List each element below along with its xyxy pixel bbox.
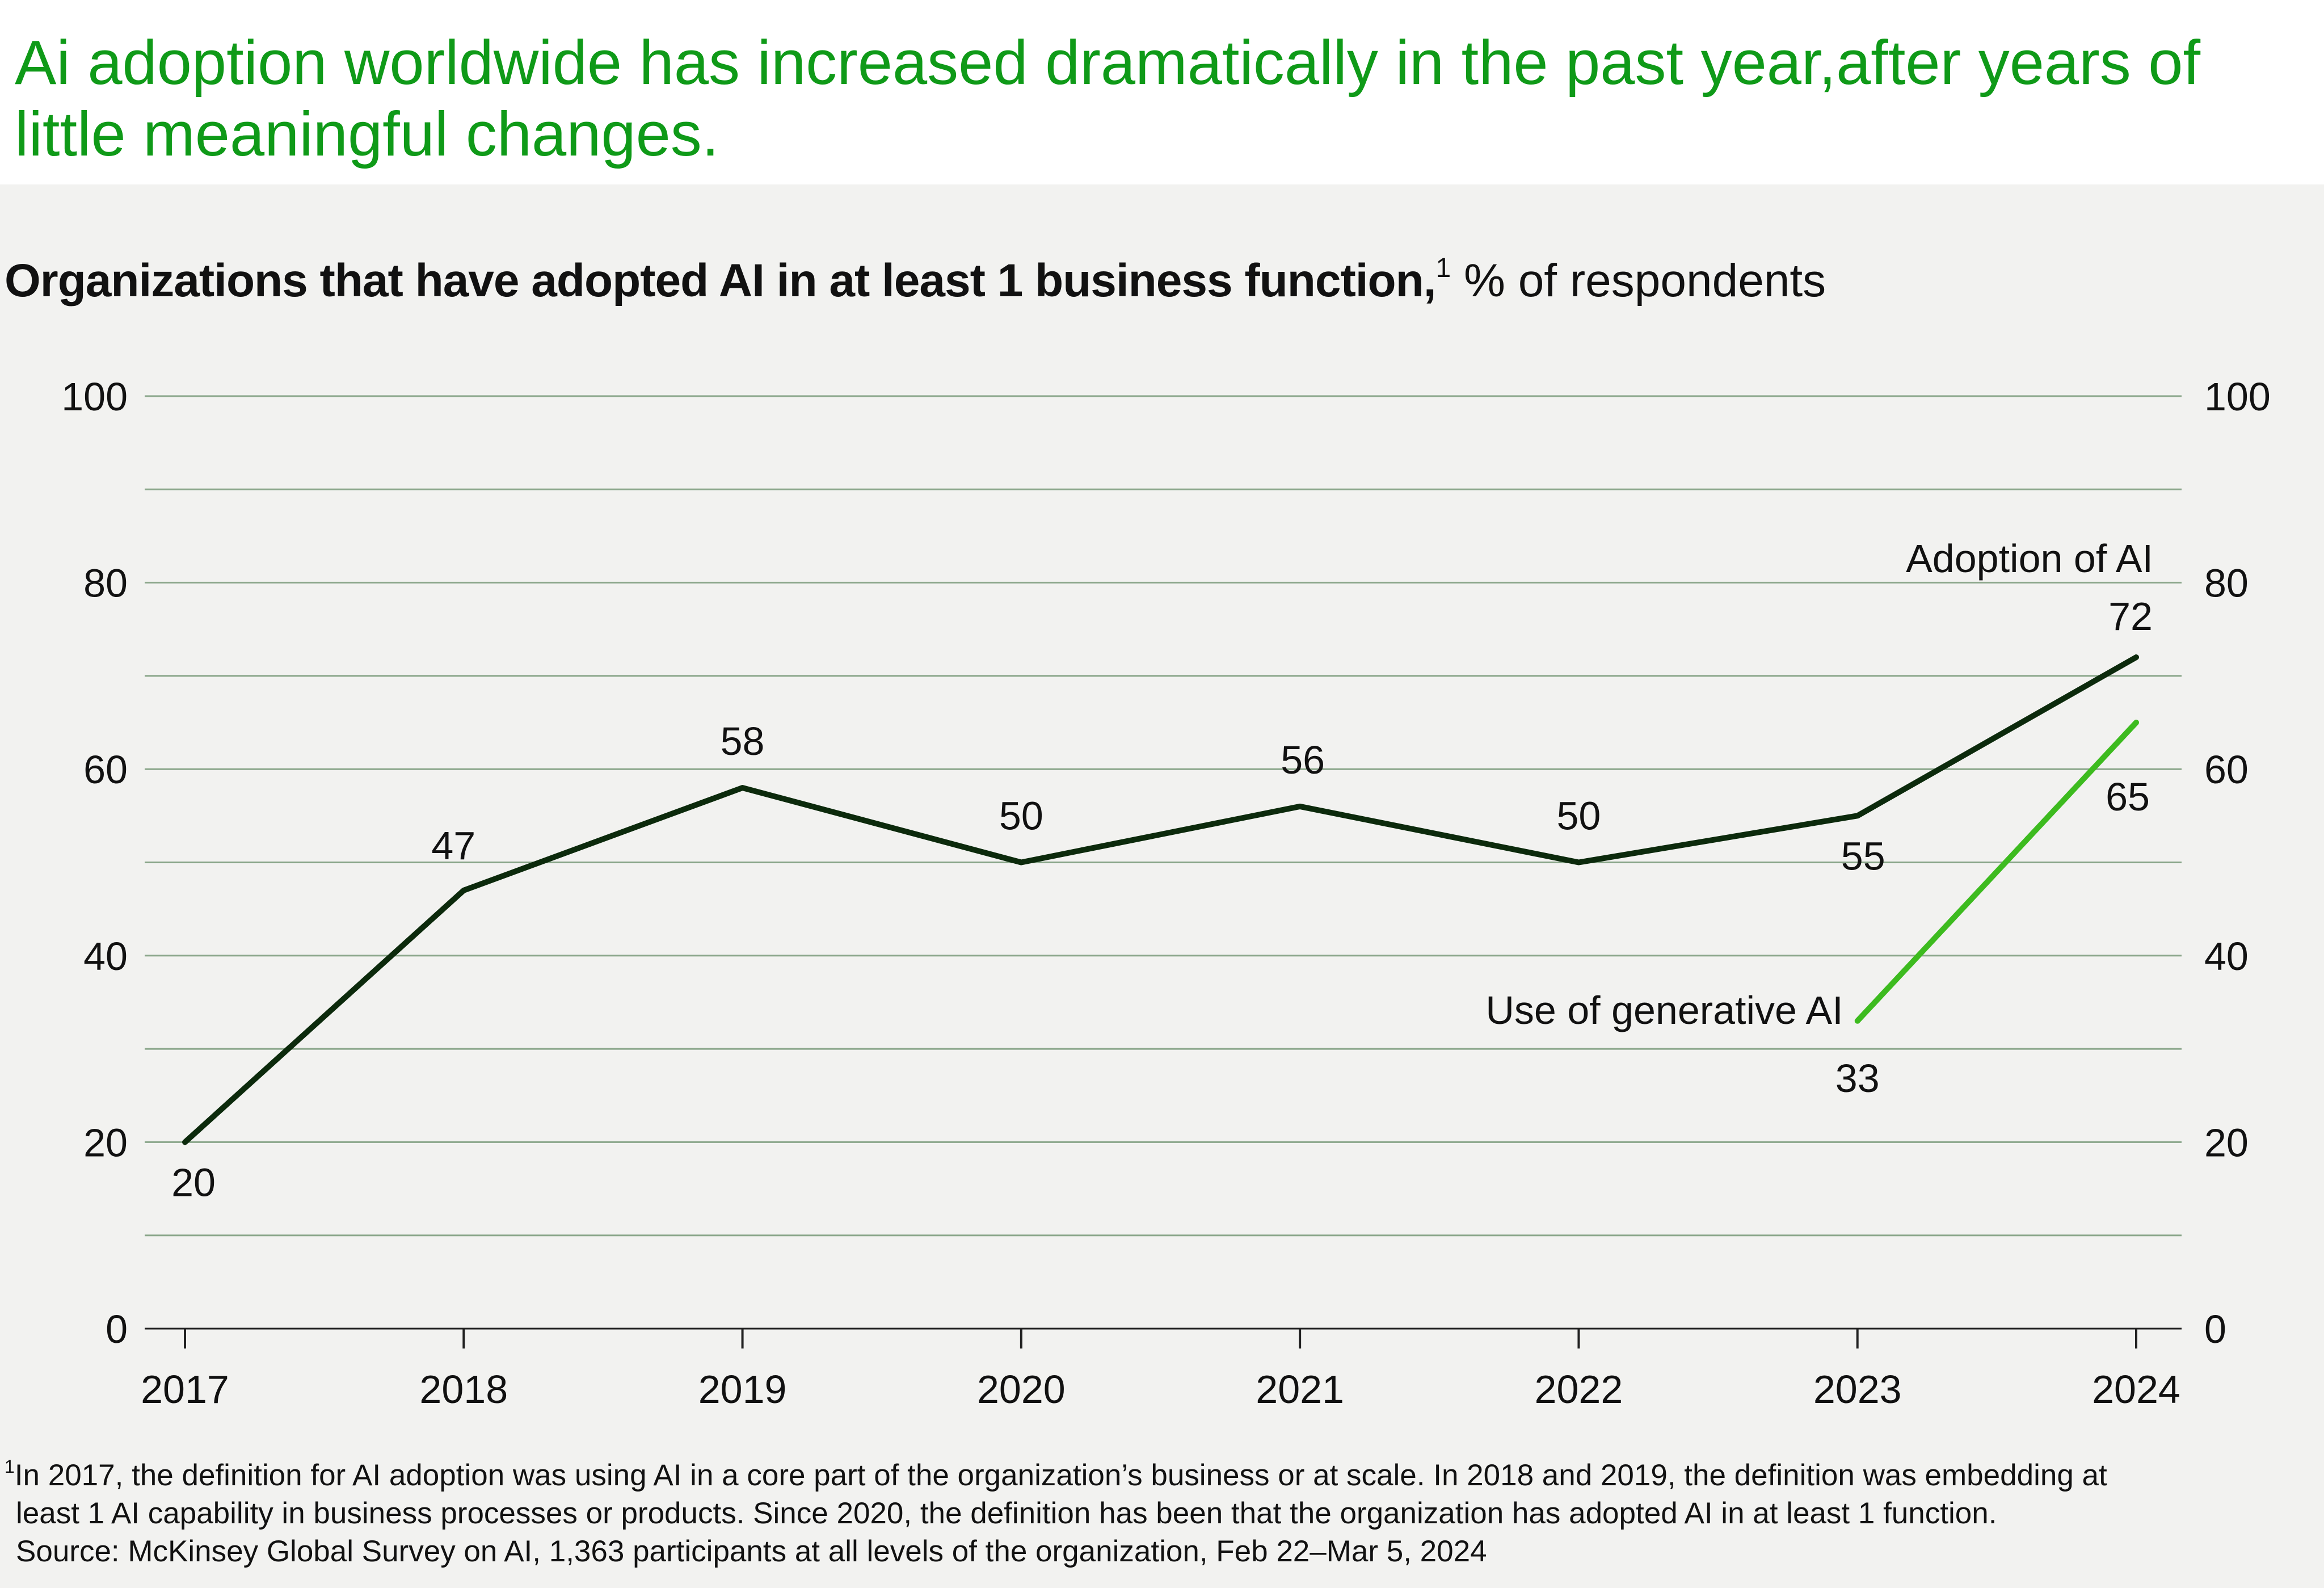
- data-label-adoption-2021: 56: [1281, 738, 1325, 782]
- y-tick-right-80: 80: [2204, 561, 2249, 606]
- chart-unit-label: % of respondents: [1464, 255, 1826, 306]
- y-tick-right-40: 40: [2204, 934, 2249, 978]
- y-tick-left-100: 100: [61, 375, 128, 419]
- y-tick-right-100: 100: [2204, 375, 2271, 419]
- y-tick-right-0: 0: [2204, 1307, 2226, 1351]
- chart-title-footnote-marker: 1: [1435, 253, 1451, 283]
- x-tick-label-2017: 2017: [141, 1367, 229, 1411]
- footnote-1: 1In 2017, the definition for AI adoption…: [0, 1456, 2315, 1494]
- x-tick-label-2021: 2021: [1256, 1367, 1344, 1411]
- footnote-1-line-1: In 2017, the definition for AI adoption …: [14, 1459, 2107, 1492]
- x-axis: 2017 2018 2019 2020 2021 2022 2023 2024: [141, 1327, 2182, 1411]
- data-labels: 20 47 58 50 56 50 55 72 33 65 Adoption of AI Use of…: [171, 536, 2153, 1204]
- y-tick-right-60: 60: [2204, 747, 2249, 792]
- y-axis-left: 0 20 40 60 80 100: [61, 375, 128, 1351]
- x-tick-label-2023: 2023: [1813, 1367, 1902, 1411]
- data-label-adoption-2019: 58: [721, 719, 765, 763]
- x-tick-label-2019: 2019: [698, 1367, 787, 1411]
- chart-title: Organizations that have adopted AI in at…: [5, 253, 1826, 309]
- data-label-adoption-2020: 50: [999, 794, 1043, 838]
- data-label-adoption-2022: 50: [1556, 794, 1601, 838]
- x-tick-label-2018: 2018: [419, 1367, 508, 1411]
- footnote-marker: 1: [5, 1456, 15, 1477]
- series-label-adoption: Adoption of AI: [1906, 536, 2153, 581]
- y-tick-left-20: 20: [83, 1120, 128, 1165]
- y-tick-left-80: 80: [83, 561, 128, 606]
- data-label-adoption-2018: 47: [431, 824, 475, 868]
- series-label-genai: Use of generative AI: [1485, 988, 1843, 1032]
- source-note: Source: McKinsey Global Survey on AI, 1,…: [16, 1535, 1487, 1568]
- y-tick-left-0: 0: [106, 1307, 128, 1351]
- footnotes: 1In 2017, the definition for AI adoption…: [0, 1456, 2315, 1570]
- series-line-genai: [1854, 720, 2139, 1024]
- y-tick-left-60: 60: [83, 747, 128, 792]
- data-label-genai-2024: 65: [2106, 775, 2150, 819]
- data-label-adoption-2017: 20: [171, 1160, 216, 1204]
- x-tick-label-2022: 2022: [1535, 1367, 1623, 1411]
- series-lines: [182, 654, 2139, 1145]
- y-tick-left-40: 40: [83, 934, 128, 978]
- chart-title-main: Organizations that have adopted AI in at…: [5, 255, 1436, 306]
- data-label-genai-2023: 33: [1835, 1056, 1880, 1100]
- headline: Ai adoption worldwide has increased dram…: [15, 28, 2201, 169]
- chart-panel: [0, 184, 2324, 1588]
- line-chart: 2017 2018 2019 2020 2021 2022 2023 2024 0204060…: [61, 375, 2271, 1411]
- gridlines: [145, 395, 2182, 1237]
- y-tick-right-20: 20: [2204, 1120, 2249, 1165]
- series-line-adoption: [182, 654, 2139, 1145]
- x-tick-label-2020: 2020: [977, 1367, 1066, 1411]
- footnote-1-line-2: least 1 AI capability in business proces…: [16, 1497, 1997, 1530]
- data-label-adoption-2024: 72: [2108, 594, 2153, 638]
- y-axis-right: 0 20 40 60 80 100: [2204, 375, 2271, 1351]
- x-tick-label-2024: 2024: [2092, 1367, 2180, 1411]
- data-label-adoption-2023: 55: [1841, 834, 1885, 878]
